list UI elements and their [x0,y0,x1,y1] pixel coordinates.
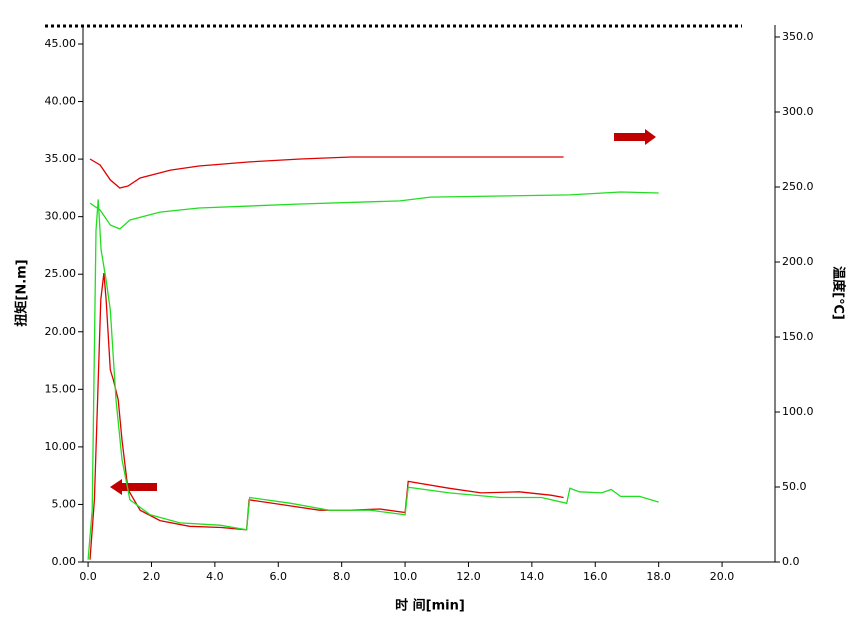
x-tick-label: 2.0 [143,570,161,583]
y-axis-title: 扭矩[N.m] [14,259,30,326]
y-tick-label: 0.00 [52,555,77,568]
y-tick-label: 10.00 [45,440,77,453]
y-tick-label: 25.00 [45,267,77,280]
y-tick-label: 15.00 [45,382,77,395]
x-tick-label: 20.0 [710,570,735,583]
y2-tick-label: 50.0 [782,480,807,493]
x-tick-label: 0.0 [79,570,97,583]
y-tick-label: 30.00 [45,210,77,223]
y-tick-label: 20.00 [45,325,77,338]
series-line [89,273,564,560]
x-tick-label: 18.0 [646,570,671,583]
y-tick-label: 45.00 [45,37,77,50]
x-tick-label: 8.0 [333,570,351,583]
x-axis-title: 时 间[min] [395,598,465,614]
x-tick-label: 12.0 [456,570,481,583]
x-tick-label: 16.0 [583,570,608,583]
y2-tick-label: 0.0 [782,555,800,568]
x-tick-label: 14.0 [520,570,545,583]
y2-tick-label: 200.0 [782,255,814,268]
y2-tick-label: 150.0 [782,330,814,343]
y-tick-label: 40.00 [45,95,77,108]
x-tick-label: 4.0 [206,570,224,583]
y2-tick-label: 300.0 [782,105,814,118]
y2-tick-label: 350.0 [782,30,814,43]
y-tick-label: 35.00 [45,152,77,165]
y-tick-label: 5.00 [52,497,77,510]
x-tick-label: 10.0 [393,570,418,583]
series-line [89,191,659,230]
y2-tick-label: 100.0 [782,405,814,418]
arrow-left [110,479,157,495]
series-line [89,156,564,189]
x-tick-label: 6.0 [270,570,288,583]
arrow-right [614,129,656,145]
y2-axis-title: 温度[℃] [831,266,847,320]
y2-tick-label: 250.0 [782,180,814,193]
series-line [87,199,659,560]
